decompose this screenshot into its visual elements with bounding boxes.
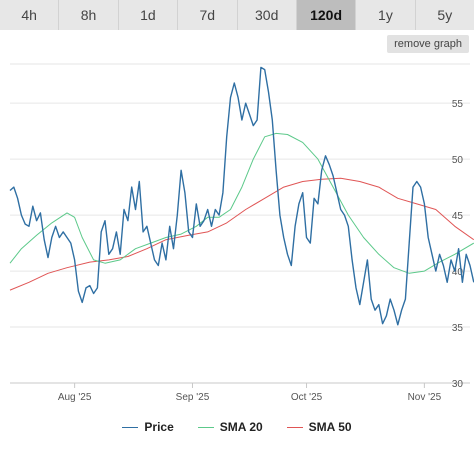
price-chart: 30 35 40 45 50 55 Aug '25 Sep '25 Oct '25 Nov '2…	[9, 63, 474, 403]
tab-30d[interactable]: 30d	[238, 0, 297, 30]
x-tick-label: Nov '25	[408, 392, 442, 403]
legend-swatch	[286, 426, 303, 428]
y-axis-ticks: 30 35 40 45 50 55	[452, 99, 464, 390]
x-axis-ticks: Aug '25 Sep '25 Oct '25 Nov '25	[58, 383, 442, 403]
y-tick-label: 30	[452, 379, 464, 390]
series-lines	[9, 66, 474, 326]
chart-legend: Price SMA 20 SMA 50	[0, 420, 474, 434]
x-tick-label: Oct '25	[291, 392, 323, 403]
y-tick-label: 55	[452, 99, 464, 110]
x-tick-label: Sep '25	[176, 392, 210, 403]
series-line-sma-50	[9, 177, 474, 291]
y-tick-label: 40	[452, 267, 464, 278]
tab-4h[interactable]: 4h	[0, 0, 60, 30]
range-tabs: 4h 8h 1d 7d 30d 120d 1y 5y	[0, 0, 474, 30]
tab-7d[interactable]: 7d	[178, 0, 238, 30]
legend-label: SMA 50	[308, 420, 352, 434]
y-tick-label: 50	[452, 155, 464, 166]
legend-item-price[interactable]: Price	[122, 420, 174, 434]
tab-5y[interactable]: 5y	[437, 7, 453, 23]
grid-lines	[10, 63, 470, 384]
tab-8h[interactable]: 8h	[59, 0, 119, 30]
x-tick-label: Aug '25	[58, 392, 92, 403]
legend-item-sma-20[interactable]: SMA 20	[197, 420, 263, 434]
legend-swatch	[197, 426, 214, 428]
tab-120d[interactable]: 120d	[296, 0, 357, 30]
legend-swatch	[122, 426, 139, 428]
legend-item-sma-50[interactable]: SMA 50	[286, 420, 352, 434]
tab-1y[interactable]: 1y	[356, 0, 416, 30]
remove-graph-button[interactable]: remove graph	[387, 35, 469, 53]
series-line-sma-20	[9, 132, 474, 274]
y-tick-label: 35	[452, 323, 464, 334]
legend-label: SMA 20	[219, 420, 263, 434]
legend-label: Price	[144, 420, 174, 434]
series-line-price	[9, 66, 474, 326]
tab-1d[interactable]: 1d	[119, 0, 179, 30]
y-tick-label: 45	[452, 211, 464, 222]
